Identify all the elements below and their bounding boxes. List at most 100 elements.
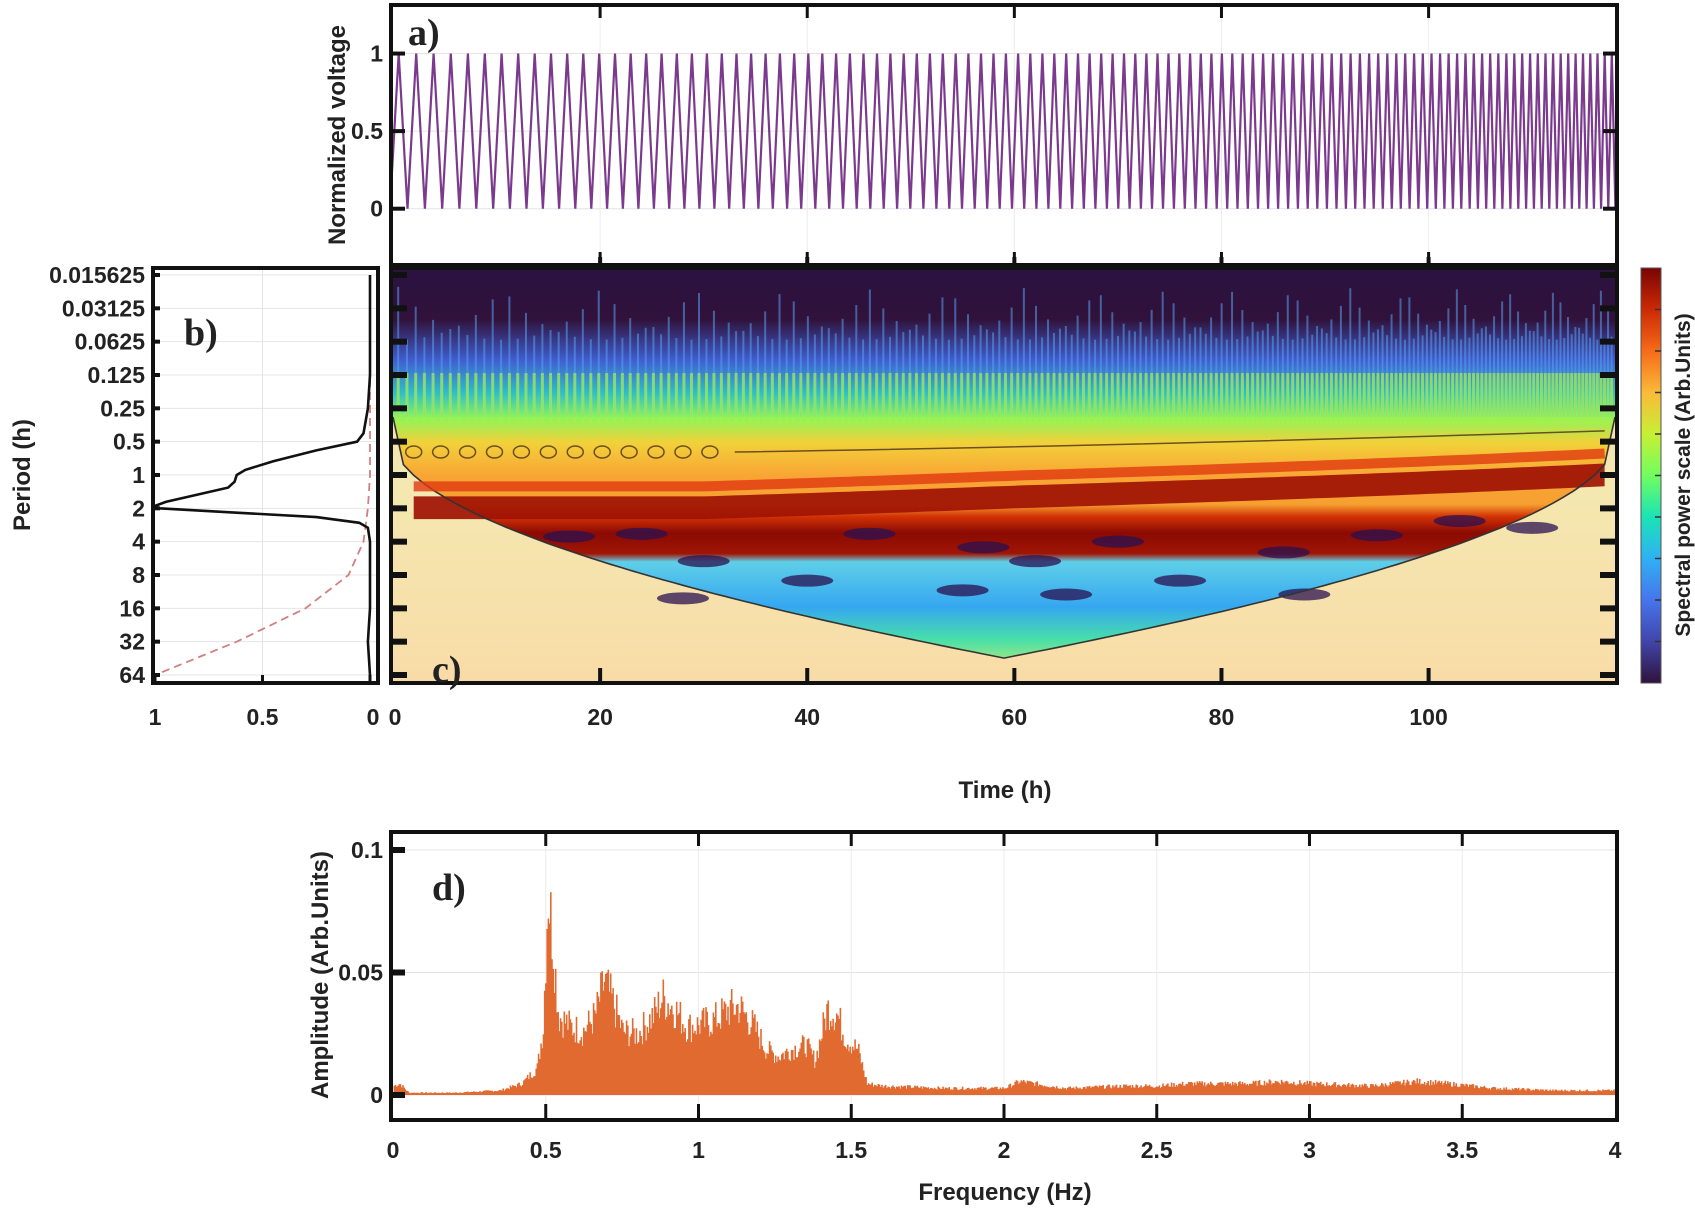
spectrum-bar <box>1543 1091 1546 1095</box>
spectrum-bar <box>1511 1088 1514 1095</box>
spectrum-bar <box>455 1092 458 1095</box>
spectrum-bar <box>1589 1091 1592 1095</box>
spectrum-bar <box>1219 1082 1222 1095</box>
spectrum-bar <box>710 1031 712 1095</box>
spectrum-bar <box>1555 1089 1558 1095</box>
spectrum-bar <box>1596 1091 1598 1095</box>
spectrum-bar <box>814 1068 816 1095</box>
spectrum-bar <box>820 1041 822 1095</box>
spectrum-bar <box>675 1001 678 1095</box>
spectrum-bar <box>1580 1091 1582 1095</box>
spectrum-bar <box>1263 1080 1266 1095</box>
spectrum-bar <box>1069 1086 1071 1095</box>
period-tick-label: 4 <box>132 529 145 555</box>
spectrum-bar <box>1438 1080 1440 1095</box>
spectrum-bar <box>539 1059 541 1095</box>
spectrum-bar <box>1047 1087 1049 1095</box>
panel-c: 0 20 40 60 80 100 Time (h) c) Spectral power … <box>389 257 1695 804</box>
spectrum-bar <box>649 1014 651 1095</box>
spectrum-bar <box>961 1086 964 1095</box>
frequency-tick-label: 3.5 <box>1446 1137 1478 1163</box>
spectrum-bar <box>607 969 610 1095</box>
time-tick-label: 40 <box>794 704 820 730</box>
spectrum-bar <box>663 996 666 1095</box>
spectrum-bar <box>1401 1082 1404 1095</box>
spectrum-bar <box>750 1027 752 1095</box>
spectrum-bar <box>1301 1085 1304 1095</box>
spectrum-bar <box>1341 1085 1344 1095</box>
spectrum-bar <box>1273 1083 1276 1095</box>
spectrum-bar <box>601 971 603 1095</box>
spectrum-bar <box>1202 1085 1205 1095</box>
spectrum-bar <box>1338 1084 1340 1095</box>
frequency-tick-label: 2.5 <box>1141 1137 1173 1163</box>
spectrum-bar <box>1558 1090 1560 1095</box>
spectrum-bar <box>470 1091 473 1095</box>
spectrum-bar <box>948 1087 950 1095</box>
spectrum-bar <box>1340 1086 1343 1095</box>
frequency-tick-label: 0.5 <box>530 1137 562 1163</box>
spectrum-bar <box>1405 1082 1407 1095</box>
frequency-axis-label: Frequency (Hz) <box>918 1179 1091 1206</box>
spectrum-bar <box>1407 1081 1410 1095</box>
spectrum-bar <box>1064 1088 1067 1095</box>
panel-d: 0 0.05 0.1 0 0.5 1 1.5 2 2.5 3 3.5 4 Amplitude (Ar… <box>307 830 1622 1206</box>
spectrum-bar <box>1024 1081 1026 1095</box>
spectrum-bar <box>1262 1085 1265 1095</box>
spectrum-bar <box>482 1090 485 1095</box>
spectrum-bar <box>1174 1086 1177 1095</box>
spectrum-bar <box>1502 1089 1504 1095</box>
spectrum-bar <box>1134 1087 1136 1095</box>
spectrum-bar <box>1326 1082 1328 1095</box>
spectrum-bar <box>812 1050 815 1095</box>
spectrum-bar <box>902 1087 904 1095</box>
spectrum-bar <box>579 1040 581 1095</box>
spectrum-bar <box>1572 1090 1575 1095</box>
spectrum-bar <box>1497 1088 1499 1095</box>
spectrum-bar <box>515 1087 518 1095</box>
spectrum-bar <box>403 1087 405 1095</box>
spectrum-bar <box>1113 1087 1115 1095</box>
low-power-spot <box>1154 574 1207 587</box>
spectrum-bar <box>485 1090 487 1095</box>
spectrum-bar <box>1368 1087 1371 1095</box>
spectrum-bar <box>1464 1086 1466 1095</box>
spectrum-bar <box>796 1057 799 1095</box>
spectrum-bar <box>1015 1080 1018 1095</box>
spectrum-bar <box>776 1062 778 1095</box>
spectrum-bar <box>432 1093 435 1095</box>
spectrum-bar <box>536 1063 539 1095</box>
spectrum-bar <box>600 972 602 1095</box>
low-power-spot <box>843 527 896 540</box>
spectrum-bar <box>738 1022 740 1095</box>
contour-loop <box>674 445 692 459</box>
spectrum-bar <box>1343 1084 1345 1095</box>
spectrum-bar <box>1076 1087 1079 1095</box>
spectrum-bar <box>1459 1086 1461 1095</box>
spectrum-bar <box>877 1084 880 1095</box>
spectrum-bar <box>1337 1085 1339 1095</box>
spectrum-bar <box>625 1020 628 1095</box>
spectrum-bar <box>443 1092 446 1095</box>
spectrum-bar <box>1258 1080 1261 1095</box>
spectrum-bar <box>1544 1089 1547 1095</box>
spectrum-bar <box>792 1050 794 1095</box>
spectrum-bar <box>1040 1084 1042 1095</box>
spectrum-bar <box>1274 1080 1277 1095</box>
spectrum-bar <box>1228 1084 1230 1095</box>
spectrum-bar <box>1164 1085 1167 1095</box>
spectrum-bar <box>686 1039 689 1095</box>
spectrum-bar <box>499 1089 502 1095</box>
spectrum-bar <box>1367 1087 1370 1095</box>
spectrum-bar <box>679 1001 682 1095</box>
spectrum-bar <box>778 1059 781 1095</box>
spectrum-bar <box>1066 1087 1069 1095</box>
spectrum-bar <box>540 1043 542 1095</box>
spectrum-bar <box>688 1019 690 1095</box>
spectrum-bar <box>1576 1091 1579 1095</box>
spectrum-bar <box>574 1042 577 1095</box>
spectrum-bar <box>394 1085 397 1095</box>
spectrum-bar <box>761 1045 763 1095</box>
spectrum-bar <box>1389 1082 1392 1095</box>
